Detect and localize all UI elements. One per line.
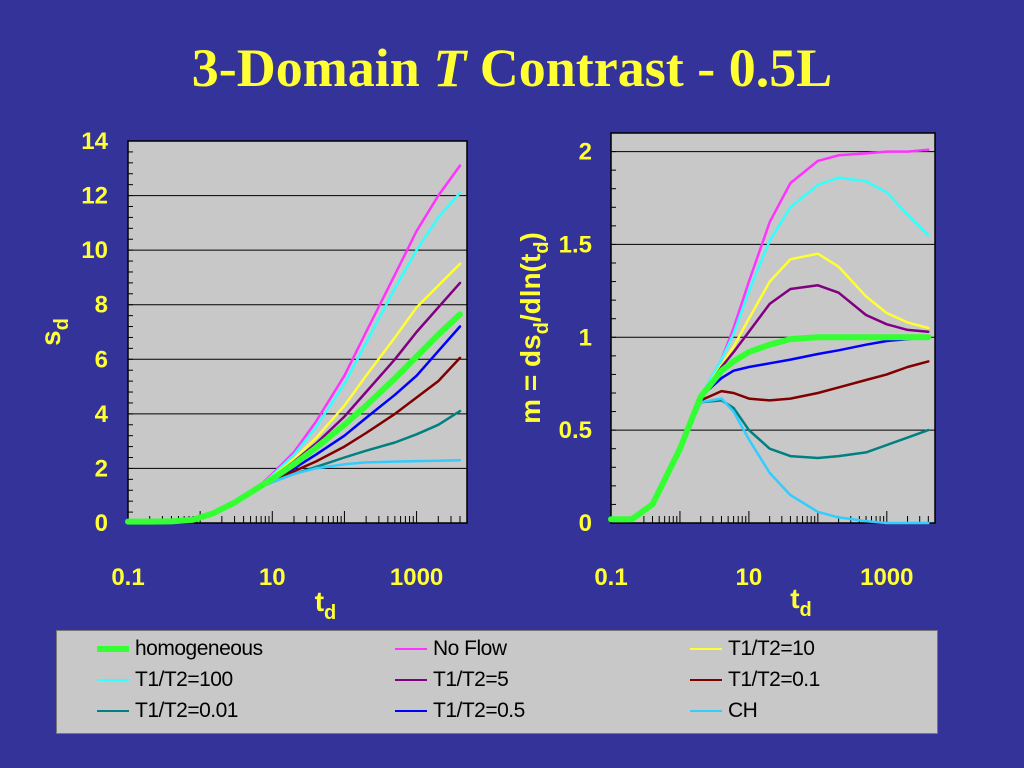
legend-label: T1/T2=10: [728, 637, 815, 660]
y-tick-label: 0: [579, 510, 592, 537]
title-part2: Contrast - 0.5L: [479, 38, 833, 98]
series-line: [125, 311, 463, 525]
legend-item: T1/T2=0.01: [97, 697, 238, 725]
legend-label: No Flow: [433, 637, 507, 660]
legend-label: T1/T2=0.01: [135, 699, 238, 722]
legend-swatch: [395, 709, 427, 713]
x-axis-label: td: [315, 586, 337, 624]
x-tick-label: 1000: [390, 564, 443, 591]
title-part1: 3-Domain: [191, 38, 420, 98]
legend-swatch: [97, 646, 129, 652]
chart-1: 0 2 4 6 8 10 12 14 0.1 10 1000 td sd: [35, 128, 468, 624]
plot-area: [610, 132, 936, 524]
legend-item: CH: [690, 697, 758, 725]
legend-swatch: [690, 678, 722, 682]
y-axis-label: sd: [35, 318, 73, 346]
slide-title: 3-Domain T Contrast - 0.5L: [0, 38, 1024, 98]
x-tick-label: 0.1: [594, 564, 627, 591]
legend-label: T1/T2=100: [135, 668, 233, 691]
x-tick-label: 1000: [860, 564, 913, 591]
y-tick-label: 12: [81, 183, 108, 210]
legend-item: No Flow: [395, 635, 507, 663]
y-tick-label: 2: [579, 139, 592, 166]
x-axis-label: td: [790, 583, 812, 621]
legend-swatch: [97, 678, 129, 682]
y-tick-label: 0: [95, 510, 108, 537]
legend-swatch: [395, 678, 427, 682]
charts-canvas: 0 2 4 6 8 10 12 14 0.1 10 1000 td sd 0 0.5 1 1.5 2 0.1 10 10…: [35, 128, 936, 624]
y-tick-label: 1: [579, 324, 592, 351]
y-tick-label: 8: [95, 292, 108, 319]
y-tick-label: 2: [95, 455, 108, 482]
series-line: [608, 334, 932, 523]
legend-label: T1/T2=0.1: [728, 668, 820, 691]
legend: homogeneous No Flow T1/T2=10 T1/T2=100 T1/T2…: [56, 630, 938, 734]
legend-label: homogeneous: [135, 637, 263, 660]
title-italic: T: [433, 38, 467, 98]
y-tick-label: 1.5: [559, 231, 592, 258]
legend-item: T1/T2=0.1: [690, 666, 820, 694]
chart-2: 0 0.5 1 1.5 2 0.1 10 1000 td m = dsd/dln(td): [515, 132, 936, 621]
legend-label: T1/T2=0.5: [433, 699, 525, 722]
legend-swatch: [395, 647, 427, 651]
y-tick-label: 4: [95, 401, 109, 428]
legend-swatch: [690, 647, 722, 651]
legend-label: T1/T2=5: [433, 668, 509, 691]
legend-item: T1/T2=10: [690, 635, 815, 663]
legend-item: T1/T2=0.5: [395, 697, 525, 725]
y-tick-label: 10: [81, 237, 108, 264]
legend-item: homogeneous: [97, 635, 263, 663]
x-tick-label: 10: [259, 564, 286, 591]
legend-swatch: [690, 709, 722, 713]
x-tick-label: 10: [736, 564, 763, 591]
y-tick-label: 6: [95, 346, 108, 373]
legend-item: T1/T2=5: [395, 666, 509, 694]
legend-label: CH: [728, 699, 758, 722]
legend-swatch: [97, 709, 129, 713]
legend-item: T1/T2=100: [97, 666, 233, 694]
y-tick-label: 14: [81, 128, 108, 155]
x-tick-label: 0.1: [111, 564, 144, 591]
y-axis-label: m = dsd/dln(td): [515, 232, 553, 424]
y-tick-label: 0.5: [559, 417, 592, 444]
